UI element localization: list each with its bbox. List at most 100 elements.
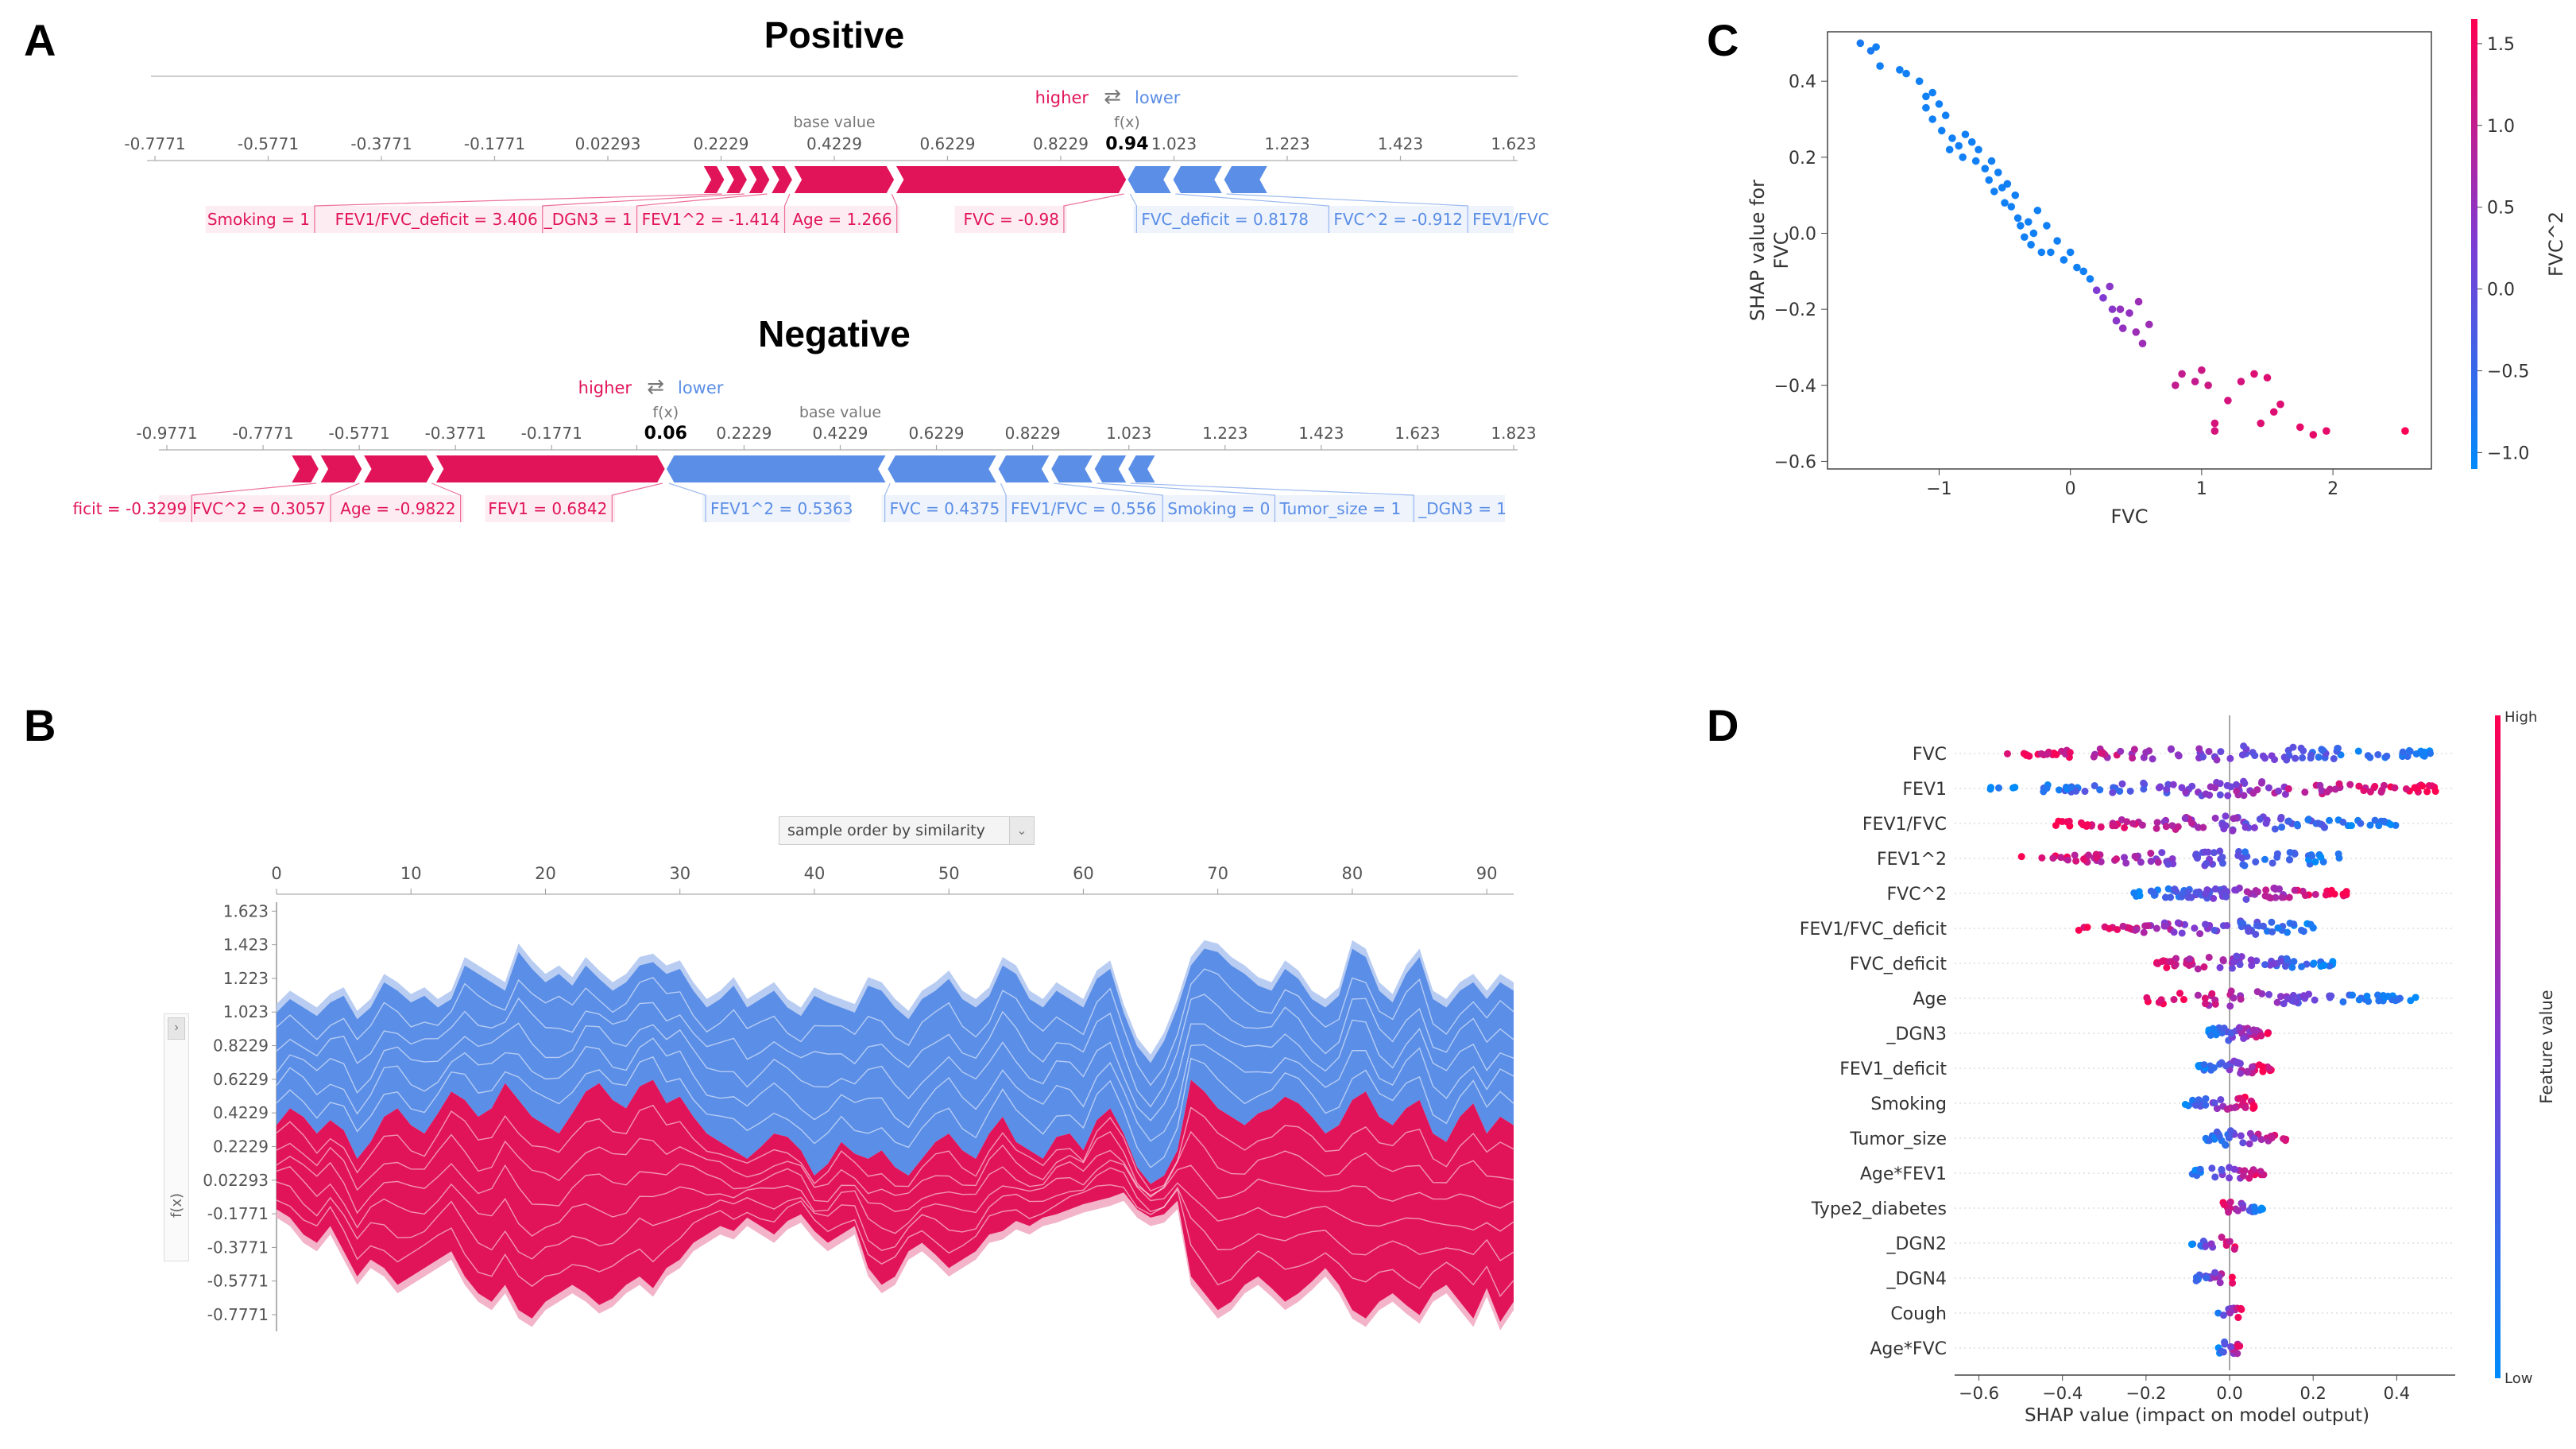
negative-feature-bar (1171, 165, 1225, 195)
scatter-point (1856, 39, 1865, 48)
positive-feature-bar (768, 165, 795, 195)
scatter-point (2309, 431, 2318, 439)
beeswarm-point (2210, 894, 2218, 902)
scatter-point (1987, 157, 1996, 165)
x-tick-label: 20 (535, 864, 556, 883)
scatter-point (1896, 66, 1904, 74)
scatter-point (1955, 141, 1963, 150)
beeswarm-point (2240, 792, 2248, 800)
beeswarm-point (2236, 1094, 2244, 1102)
beeswarm-point (2256, 816, 2264, 823)
beeswarm-point (2083, 924, 2091, 932)
beeswarm-point (2222, 812, 2230, 820)
beeswarm-point (2181, 1101, 2189, 1109)
beeswarm-point (2180, 996, 2187, 1004)
beeswarm-point (2057, 854, 2065, 862)
beeswarm-point (2248, 962, 2256, 970)
y-tick-label: 0.2 (1789, 149, 1816, 169)
colorbar (2495, 715, 2501, 1378)
beeswarm-point (2192, 1273, 2200, 1281)
beeswarm-point (2301, 892, 2309, 900)
beeswarm-point (2234, 1350, 2241, 1358)
beeswarm-point (2274, 924, 2282, 932)
beeswarm-point (2237, 1304, 2245, 1312)
x-axis-title: SHAP value (impact on model output) (2025, 1405, 2369, 1426)
x-tick-label: −1 (1926, 479, 1951, 499)
beeswarm-point (2210, 1099, 2218, 1107)
scatter-point (1961, 130, 1970, 138)
beeswarm-point (2003, 750, 2011, 757)
scatter-point (2013, 214, 2022, 223)
chevron-right-icon[interactable]: › (168, 1017, 185, 1040)
feature-label-bg (545, 206, 640, 233)
axis-tick-label: 0.2229 (716, 424, 772, 443)
beeswarm-point (2264, 1029, 2272, 1037)
beeswarm-point (2037, 750, 2045, 757)
beeswarm-point (2326, 962, 2334, 970)
beeswarm-point (2290, 920, 2298, 928)
y-tick-label: 0.4229 (213, 1103, 269, 1122)
summary-beeswarm-plot: FVC FEV1 FEV1/FVC FEV1^2 FVC^2 FEV1/FVC_defic… (1800, 709, 2556, 1426)
beeswarm-point (2326, 992, 2334, 1000)
beeswarm-point (2071, 851, 2079, 859)
beeswarm-point (2331, 785, 2339, 793)
beeswarm-point (2285, 893, 2293, 901)
fx-label: f(x) (652, 404, 679, 421)
axis-tick-label: 1.223 (1202, 424, 1247, 443)
beeswarm-point (2234, 1207, 2241, 1215)
scatter-point (2060, 256, 2068, 264)
beeswarm-point (2223, 921, 2231, 929)
axis-tick-label: -0.7771 (124, 134, 185, 153)
axis-tick-label: -0.1771 (521, 424, 582, 443)
x-tick-label: −0.2 (2125, 1384, 2166, 1403)
beeswarm-point (2290, 958, 2298, 966)
scatter-point (2210, 427, 2219, 435)
beeswarm-point (2281, 963, 2289, 971)
beeswarm-point (2380, 994, 2388, 1002)
negative-feature-bar (1049, 454, 1096, 484)
feature-connector (1175, 193, 1329, 233)
beeswarm-point (2175, 752, 2183, 760)
y-tick-label: 0.02293 (203, 1171, 269, 1190)
y-tick-label: 0.6229 (213, 1070, 269, 1089)
beeswarm-point (2164, 885, 2172, 893)
beeswarm-point (2299, 747, 2307, 755)
chevron-down-icon[interactable]: ⌄ (1009, 817, 1034, 844)
beeswarm-point (2229, 1279, 2237, 1287)
x-tick-label: 50 (938, 864, 960, 883)
beeswarm-point (2219, 1311, 2227, 1319)
beeswarm-point (2170, 996, 2178, 1004)
beeswarm-point (2298, 963, 2306, 971)
beeswarm-point (2154, 858, 2162, 866)
beeswarm-point (2265, 893, 2273, 901)
beeswarm-point (2122, 859, 2130, 867)
beeswarm-point (2092, 850, 2100, 858)
beeswarm-point (2236, 961, 2244, 969)
beeswarm-point (2149, 755, 2156, 763)
x-tick-label: 1 (2196, 479, 2207, 499)
y-axis-selector[interactable]: › f(x) (164, 1013, 189, 1261)
beeswarm-point (2218, 853, 2226, 861)
feature-connector (884, 482, 891, 522)
feature-label: Age*FEV1 (1860, 1164, 1947, 1184)
beeswarm-point (2130, 746, 2138, 754)
feature-label-bg (334, 495, 464, 522)
beeswarm-point (2067, 784, 2075, 792)
beeswarm-point (2276, 993, 2284, 1001)
beeswarm-point (2286, 848, 2294, 856)
beeswarm-point (2237, 919, 2245, 927)
beeswarm-point (2196, 930, 2204, 938)
scatter-point (2116, 305, 2125, 313)
beeswarm-point (2349, 991, 2357, 999)
beeswarm-point (1994, 784, 2002, 792)
beeswarm-point (2347, 822, 2355, 830)
positive-contribution-area (277, 1079, 1514, 1323)
beeswarm-point (2339, 890, 2347, 898)
beeswarm-point (2194, 965, 2202, 973)
sample-order-select[interactable]: sample order by similarity ⌄ (779, 816, 1035, 845)
beeswarm-point (2431, 788, 2439, 796)
base-value-label: base value (793, 114, 875, 131)
beeswarm-point (2222, 1062, 2230, 1070)
beeswarm-point (2252, 858, 2260, 866)
beeswarm-point (2250, 1134, 2258, 1142)
